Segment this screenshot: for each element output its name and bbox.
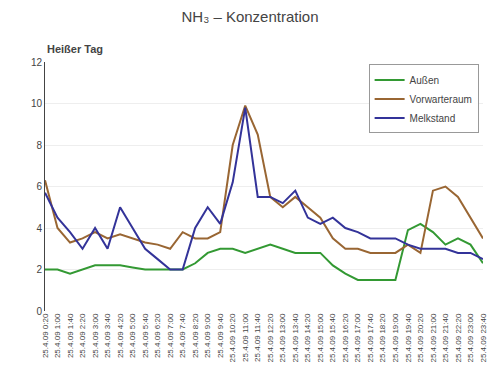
svg-text:25.4.09 21:40: 25.4.09 21:40 <box>441 313 450 362</box>
svg-text:25.4.09 3:40: 25.4.09 3:40 <box>103 313 112 358</box>
svg-text:25.4.09 9:00: 25.4.09 9:00 <box>203 313 212 358</box>
svg-text:25.4.09 1:40: 25.4.09 1:40 <box>66 313 75 358</box>
svg-text:25.4.09 19:00: 25.4.09 19:00 <box>391 313 400 362</box>
svg-text:Außen: Außen <box>410 75 439 86</box>
svg-text:25.4.09 12:20: 25.4.09 12:20 <box>266 313 275 362</box>
svg-text:25.4.09 7:40: 25.4.09 7:40 <box>178 313 187 358</box>
svg-text:2: 2 <box>36 264 42 275</box>
svg-text:25.4.09 19:40: 25.4.09 19:40 <box>404 313 413 362</box>
svg-text:25.4.09 10:20: 25.4.09 10:20 <box>228 313 237 362</box>
svg-text:25.4.09 21:00: 25.4.09 21:00 <box>429 313 438 362</box>
svg-text:Vorwarteraum: Vorwarteraum <box>410 94 472 105</box>
svg-text:25.4.09 2:20: 25.4.09 2:20 <box>78 313 87 358</box>
svg-text:25.4.09 13:40: 25.4.09 13:40 <box>291 313 300 362</box>
svg-text:25.4.09 8:20: 25.4.09 8:20 <box>191 313 200 358</box>
svg-text:25.4.09 20:20: 25.4.09 20:20 <box>416 313 425 362</box>
svg-text:25.4.09 11:00: 25.4.09 11:00 <box>241 313 250 362</box>
svg-text:25.4.09 22:20: 25.4.09 22:20 <box>454 313 463 362</box>
svg-text:10: 10 <box>31 98 43 109</box>
svg-text:Heißer Tag: Heißer Tag <box>47 43 103 55</box>
svg-text:25.4.09 11:40: 25.4.09 11:40 <box>253 313 262 362</box>
svg-text:Melkstand: Melkstand <box>410 113 456 124</box>
svg-text:25.4.09 16:20: 25.4.09 16:20 <box>341 313 350 362</box>
svg-text:25.4.09 23:40: 25.4.09 23:40 <box>479 313 488 362</box>
svg-text:25.4.09 15:00: 25.4.09 15:00 <box>316 313 325 362</box>
svg-text:25.4.09 3:00: 25.4.09 3:00 <box>91 313 100 358</box>
svg-text:25.4.09 17:00: 25.4.09 17:00 <box>353 313 362 362</box>
svg-text:8: 8 <box>36 140 42 151</box>
svg-text:NH₃ – Konzentration: NH₃ – Konzentration <box>181 8 318 25</box>
svg-text:25.4.09 17:40: 25.4.09 17:40 <box>366 313 375 362</box>
svg-text:0: 0 <box>36 306 42 317</box>
svg-text:25.4.09 1:00: 25.4.09 1:00 <box>53 313 62 358</box>
svg-text:25.4.09 5:00: 25.4.09 5:00 <box>128 313 137 358</box>
svg-text:25.4.09 6:20: 25.4.09 6:20 <box>153 313 162 358</box>
svg-text:25.4.09 5:40: 25.4.09 5:40 <box>141 313 150 358</box>
svg-text:25.4.09 14:20: 25.4.09 14:20 <box>303 313 312 362</box>
svg-text:25.4.09 0:20: 25.4.09 0:20 <box>41 313 50 358</box>
svg-text:25.4.09 4:20: 25.4.09 4:20 <box>116 313 125 358</box>
svg-text:25.4.09 9:40: 25.4.09 9:40 <box>216 313 225 358</box>
svg-text:6: 6 <box>36 181 42 192</box>
svg-text:25.4.09 23:00: 25.4.09 23:00 <box>466 313 475 362</box>
svg-text:25.4.09 18:20: 25.4.09 18:20 <box>378 313 387 362</box>
svg-text:25.4.09 13:00: 25.4.09 13:00 <box>278 313 287 362</box>
svg-text:4: 4 <box>36 223 42 234</box>
svg-text:25.4.09 15:40: 25.4.09 15:40 <box>328 313 337 362</box>
svg-text:25.4.09 7:00: 25.4.09 7:00 <box>166 313 175 358</box>
svg-text:12: 12 <box>31 57 43 68</box>
